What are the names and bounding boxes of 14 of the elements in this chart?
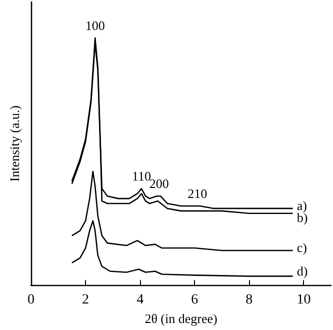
x-tick-label: 8 xyxy=(246,292,253,308)
x-tick-label: 6 xyxy=(191,292,198,308)
x-axis-title: 2θ (in degree) xyxy=(144,311,218,326)
x-tick-label: 2 xyxy=(82,292,90,308)
annotation: 100 xyxy=(85,18,105,33)
x-tick-label: 4 xyxy=(136,292,144,308)
x-tick-label: 10 xyxy=(296,292,311,308)
annotation: 110 xyxy=(132,168,151,184)
annotation: 210 xyxy=(188,186,208,201)
y-axis-title: Intensity (a.u.) xyxy=(7,105,22,182)
annotation: 200 xyxy=(149,176,169,192)
x-tick-label: 0 xyxy=(28,292,34,308)
series-label: d) xyxy=(296,264,308,279)
series-label: c) xyxy=(296,240,307,255)
